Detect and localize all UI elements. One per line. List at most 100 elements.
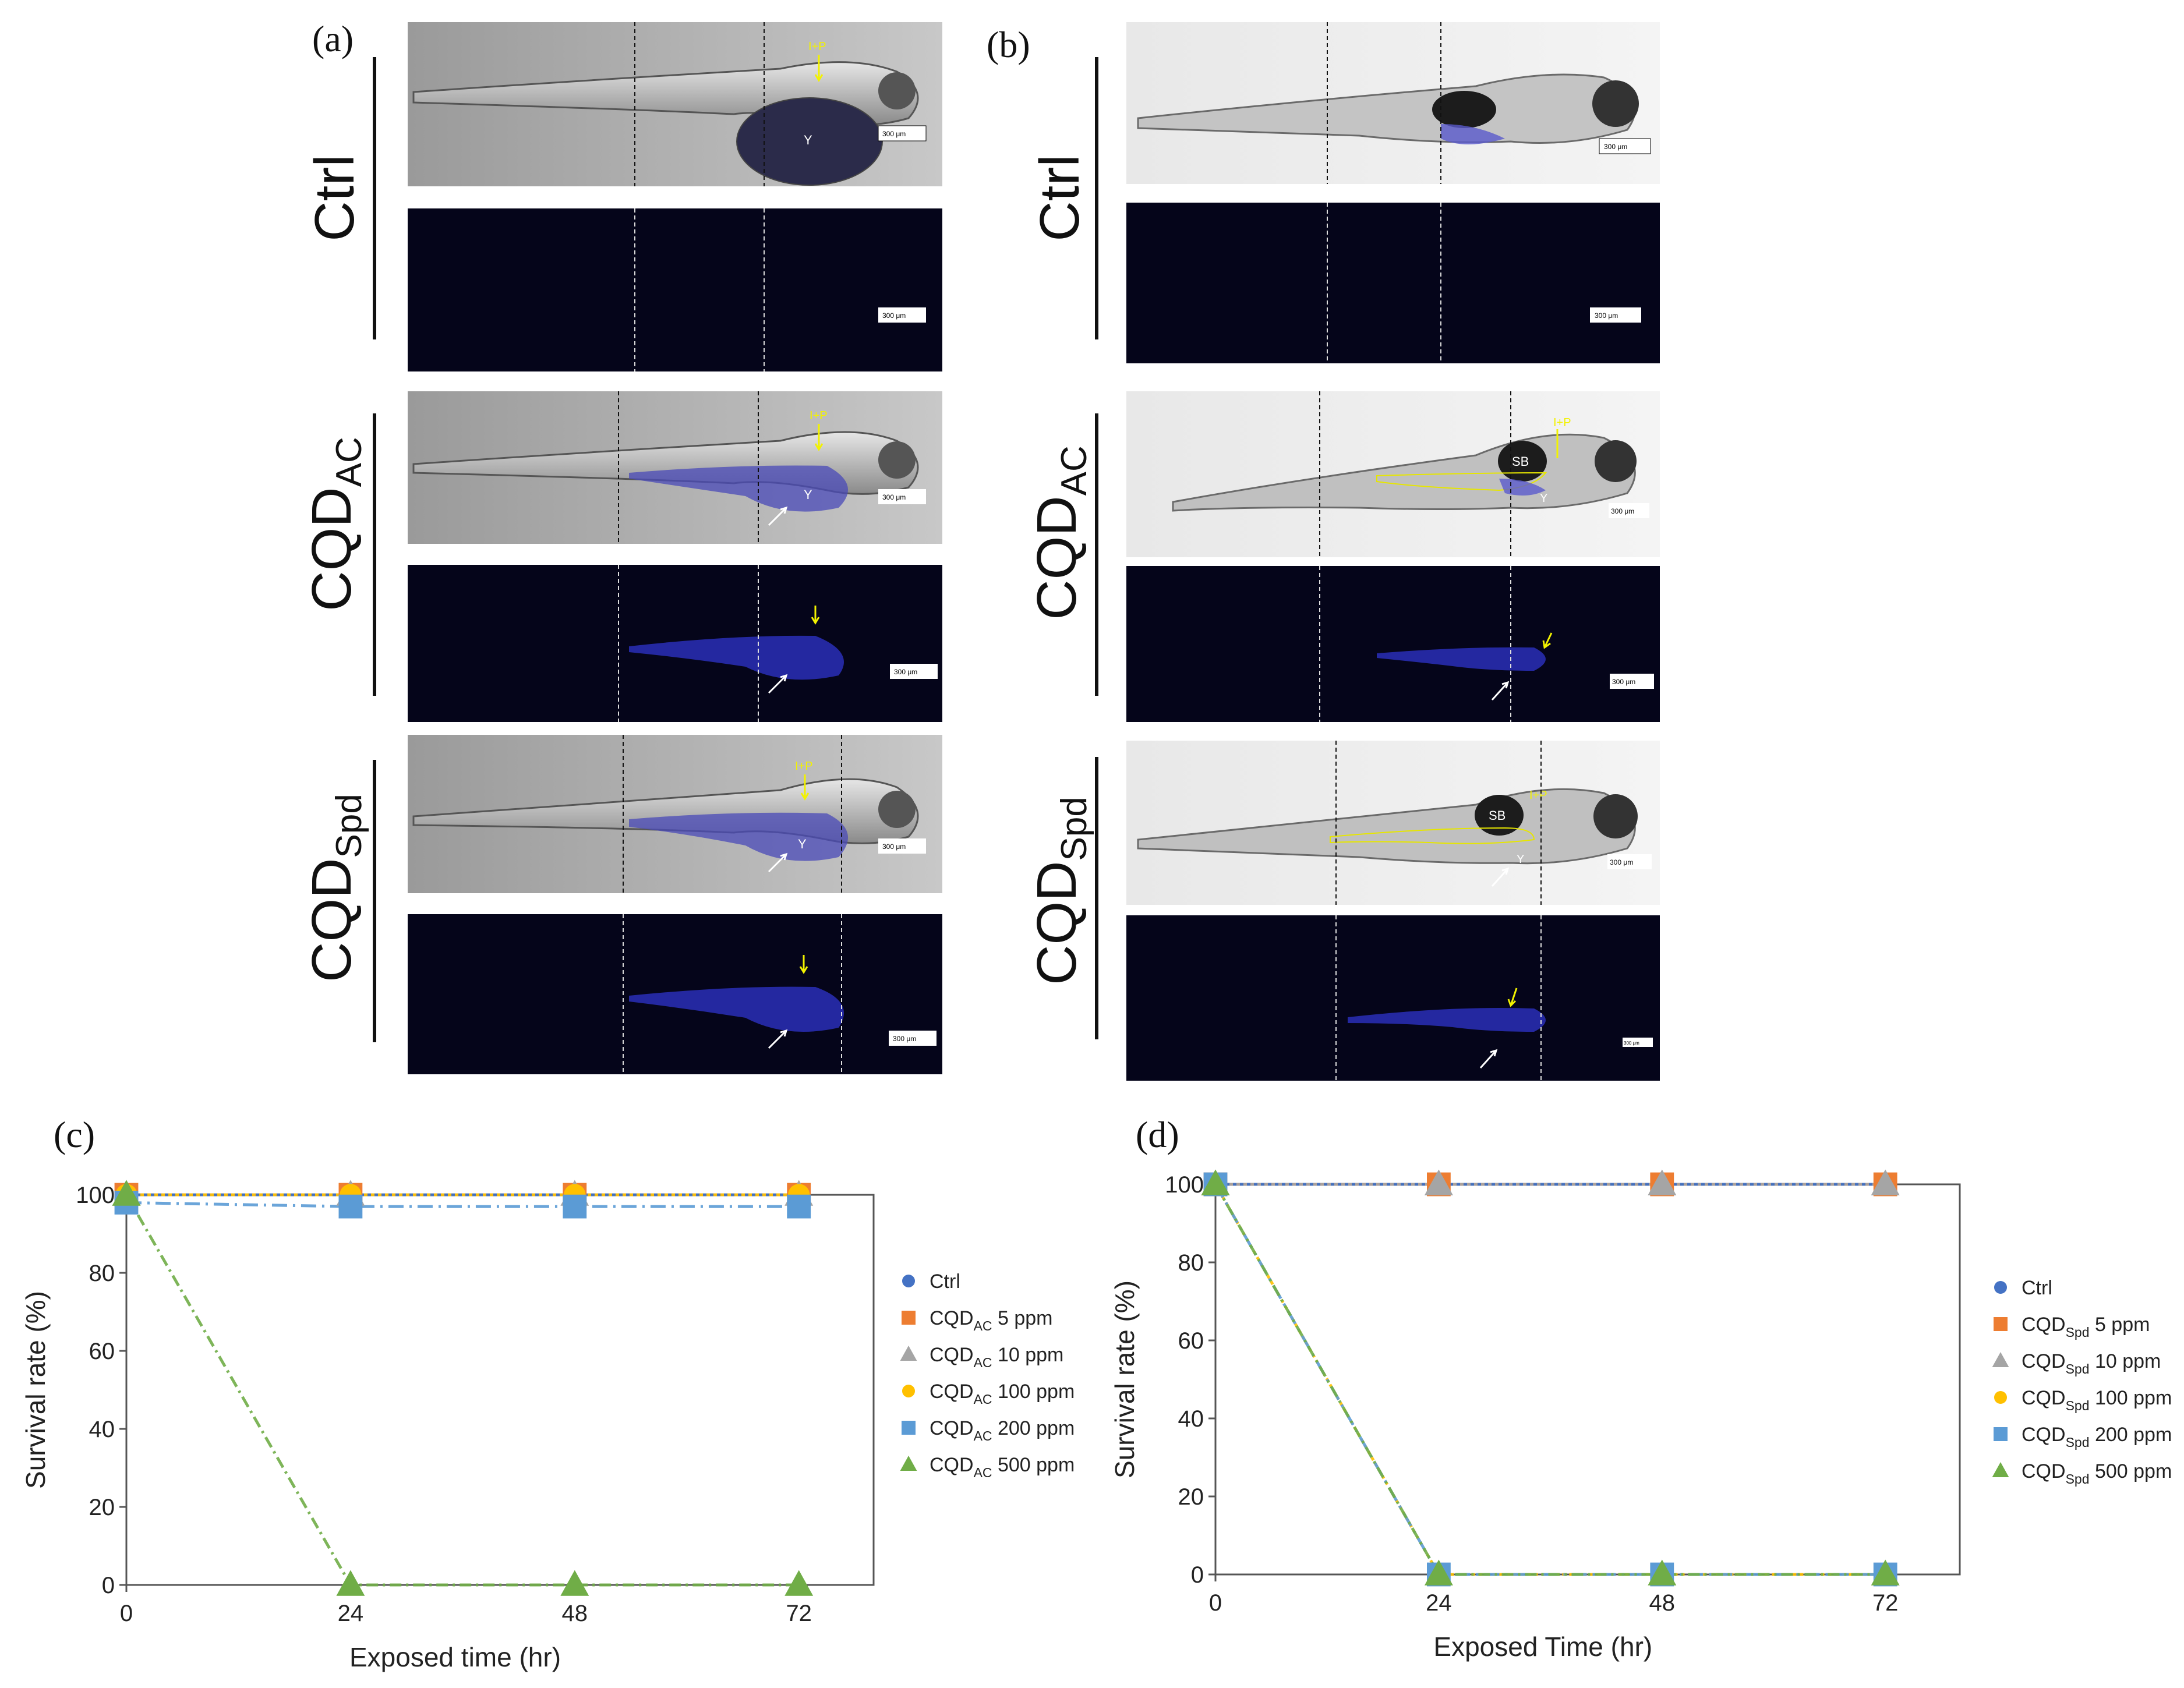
panel-b-letter: (b): [987, 24, 1030, 65]
sb-label: SB: [1489, 808, 1506, 823]
y-tick-label: 60: [89, 1339, 115, 1364]
scale-bar-text: 300 μm: [1624, 1041, 1639, 1046]
legend-item: CQDSpd 10 ppm: [1992, 1350, 2161, 1376]
scale-bar-text: 300 μm: [882, 312, 906, 320]
legend-label: Ctrl: [2022, 1277, 2052, 1299]
eye-shape: [878, 72, 916, 109]
x-tick-label: 72: [786, 1601, 812, 1626]
legend-marker: [1994, 1317, 2008, 1331]
panel-b-label-cqdac: CQDAC: [1026, 445, 1094, 620]
x-tick-label: 48: [1649, 1590, 1676, 1616]
white-arrow: [768, 506, 788, 526]
yolk-label: Y: [798, 837, 807, 851]
legend-marker: [1992, 1352, 2009, 1367]
legend-marker: [1994, 1281, 2007, 1294]
legend-marker: [1992, 1462, 2009, 1477]
panel-c-letter: (c): [54, 1114, 96, 1155]
panel-b-label-cqdspd: CQDSpd: [1026, 797, 1094, 985]
ip-label: I+P: [1529, 789, 1547, 802]
panel-b-ctrl-fluorescence: 300 μm: [1126, 203, 1660, 363]
panel-a-label-cqdac: CQDAC: [301, 437, 369, 611]
y-tick-label: 0: [1191, 1562, 1204, 1588]
data-point: [338, 1194, 363, 1219]
ip-label: I+P: [1553, 416, 1571, 429]
scale-bar-text: 300 μm: [1595, 312, 1618, 320]
x-tick-label: 72: [1872, 1590, 1899, 1616]
y-tick-label: 60: [1178, 1328, 1204, 1354]
legend-marker: [902, 1385, 915, 1397]
data-point: [1871, 1559, 1900, 1586]
yolk-sac-shape: [736, 97, 883, 186]
legend-item: CQDAC 500 ppm: [900, 1454, 1075, 1480]
panel-b-group-bar-cqdspd: [1095, 757, 1098, 1039]
legend-item: CQDAC 10 ppm: [900, 1344, 1063, 1370]
panel-a-ctrl-brightfield: Y I+P 300 μm: [408, 22, 942, 186]
data-point: [563, 1194, 587, 1219]
legend-label: CQDSpd 200 ppm: [2022, 1424, 2172, 1450]
panel-a-cqdspd-fluorescence: 300 μm: [408, 914, 942, 1074]
scale-bar-text: 300 μm: [893, 1035, 916, 1043]
y-tick-label: 40: [89, 1417, 115, 1442]
scale-bar: [878, 125, 927, 141]
ip-label: I+P: [808, 40, 826, 53]
y-tick-label: 40: [1178, 1406, 1204, 1432]
series-line: [125, 1194, 799, 1587]
legend-item: CQDSpd 200 ppm: [1994, 1424, 2172, 1450]
panel-d-letter: (d): [1136, 1114, 1179, 1155]
data-point: [1871, 1169, 1900, 1195]
y-axis-label: Survival rate (%): [20, 1291, 51, 1489]
data-point: [1201, 1169, 1230, 1195]
y-axis-label: Survival rate (%): [1109, 1280, 1140, 1478]
swim-bladder-shape: [1432, 91, 1496, 128]
legend-label: CQDSpd 10 ppm: [2022, 1350, 2161, 1376]
legend-label: CQDSpd 500 ppm: [2022, 1460, 2172, 1487]
x-tick-label: 48: [562, 1601, 588, 1626]
legend-label: CQDAC 500 ppm: [930, 1454, 1075, 1480]
legend-item: CQDAC 100 ppm: [902, 1381, 1075, 1407]
data-point: [1648, 1559, 1677, 1586]
panel-b-cqdspd-fluorescence: 300 μm: [1126, 915, 1660, 1081]
panel-a-cqdspd-brightfield: Y I+P 300 μm: [408, 735, 942, 893]
scale-bar-text: 300 μm: [1612, 678, 1635, 686]
panel-a-letter: (a): [312, 18, 354, 59]
panel-a-group-bar-cqdac: [373, 413, 376, 696]
data-point: [560, 1570, 589, 1596]
panel-b-cqdac-fluorescence: 300 μm: [1126, 566, 1660, 722]
x-tick-label: 0: [1209, 1590, 1222, 1616]
panel-a-cqdac-brightfield: Y I+P 300 μm: [408, 391, 942, 544]
x-tick-label: 24: [1426, 1590, 1452, 1616]
legend-item: CQDSpd 500 ppm: [1992, 1460, 2172, 1487]
panel-b-cqdac-brightfield: SB I+P Y 300 μm: [1126, 391, 1660, 557]
legend-item: CQDSpd 100 ppm: [1994, 1387, 2172, 1413]
y-tick-label: 100: [76, 1183, 115, 1208]
scale-bar-text: 300 μm: [882, 130, 906, 138]
y-tick-label: 20: [1178, 1484, 1204, 1510]
panel-b-label-ctrl: Ctrl: [1029, 154, 1091, 242]
y-tick-label: 100: [1165, 1172, 1204, 1198]
legend-label: CQDSpd 100 ppm: [2022, 1387, 2172, 1413]
legend-marker: [902, 1311, 916, 1325]
panel-b-cqdspd-brightfield: SB I+P Y 300 μm: [1126, 741, 1660, 905]
y-tick-label: 0: [102, 1573, 115, 1598]
legend-item: CQDAC 5 ppm: [902, 1307, 1052, 1333]
y-tick-label: 20: [89, 1495, 115, 1520]
ip-arrow: [814, 55, 824, 82]
data-point: [1424, 1169, 1453, 1195]
data-point: [784, 1570, 814, 1596]
panel-b-ctrl-brightfield: 300 μm: [1126, 22, 1660, 184]
legend-item: CQDAC 200 ppm: [902, 1417, 1075, 1443]
panel-a-cqdac-fluorescence: 300 μm: [408, 565, 942, 722]
yolk-label: Y: [1517, 853, 1524, 866]
legend-label: CQDSpd 5 ppm: [2022, 1314, 2150, 1340]
data-point: [787, 1194, 811, 1219]
panel-a-ctrl-fluorescence: 300 μm: [408, 208, 942, 371]
panel-b-group-bar-cqdac: [1095, 413, 1098, 696]
legend-item: CQDSpd 5 ppm: [1994, 1314, 2150, 1340]
x-axis-label: Exposed Time (hr): [1433, 1632, 1652, 1662]
scale-bar-text: 300 μm: [882, 843, 906, 851]
scale-bar-text: 300 μm: [894, 668, 917, 676]
legend-marker: [902, 1275, 915, 1287]
series-line: [126, 1201, 799, 1208]
panel-b-group-bar-ctrl: [1095, 57, 1098, 339]
legend-marker: [1994, 1391, 2007, 1404]
